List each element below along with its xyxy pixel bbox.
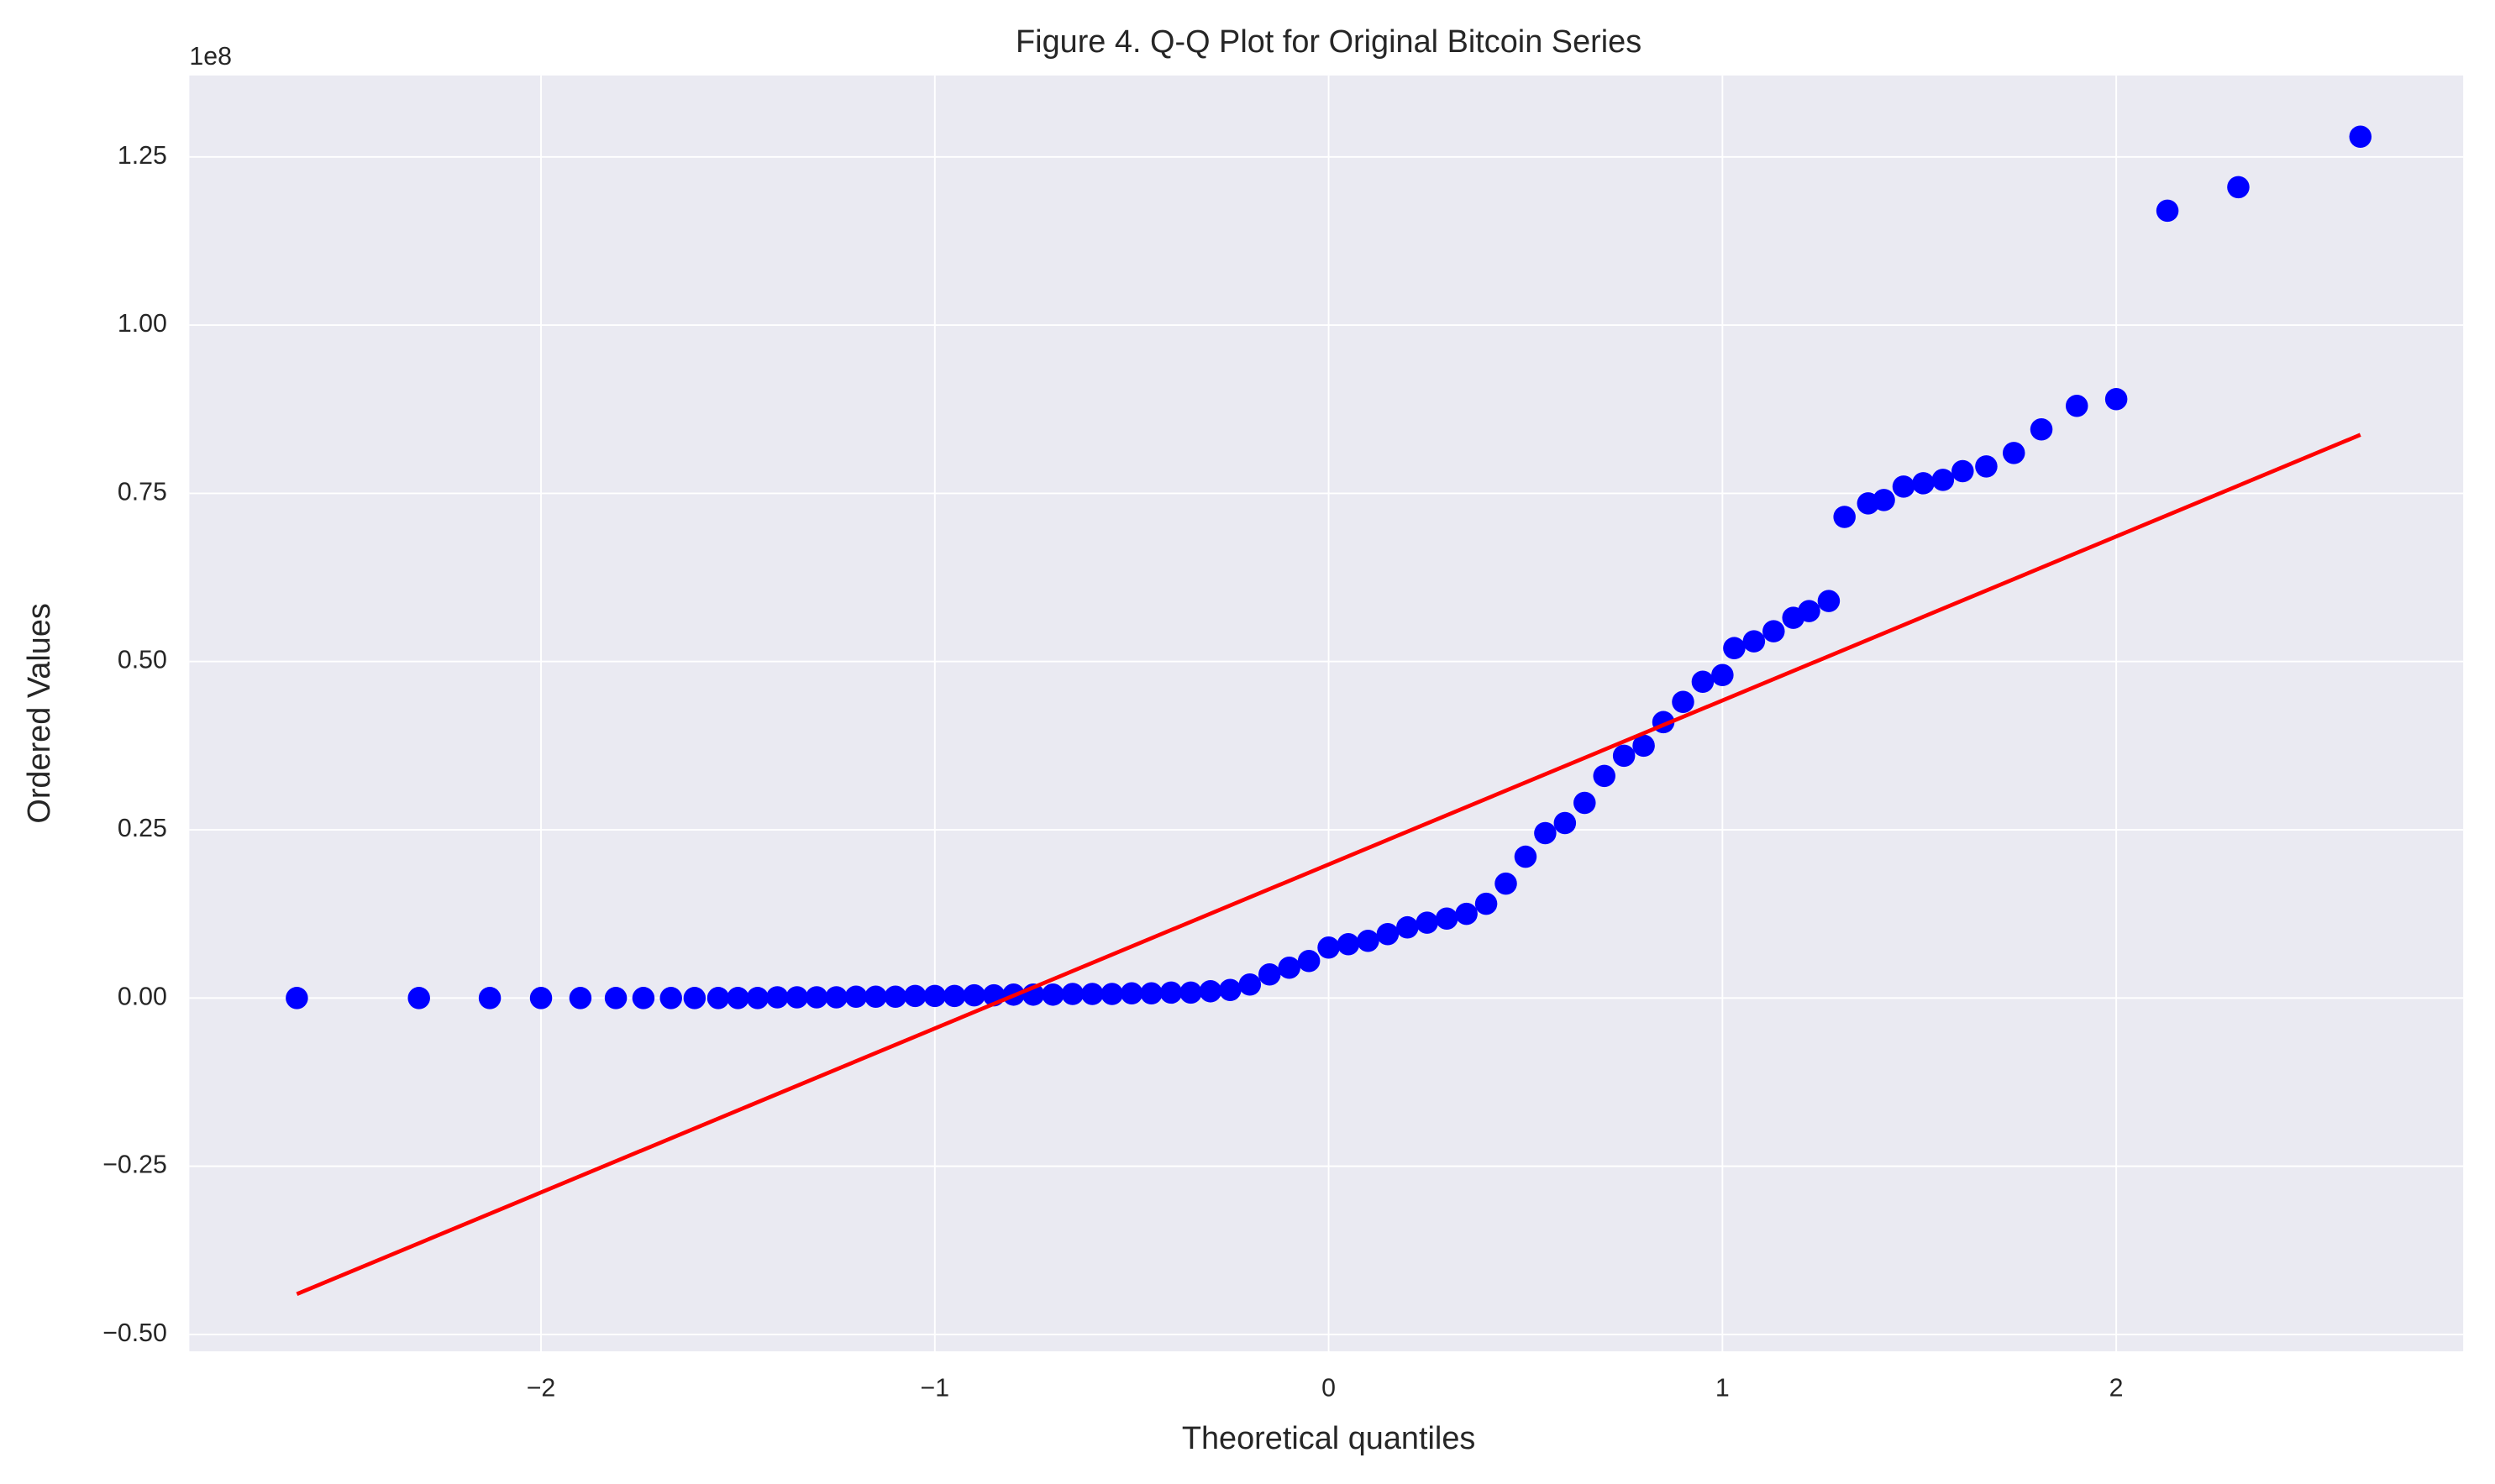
y-tick-label: 0.75 <box>118 478 167 506</box>
point <box>407 987 430 1009</box>
x-tick-label: −2 <box>527 1374 556 1402</box>
point <box>1042 983 1064 1006</box>
point <box>746 987 770 1009</box>
point <box>1140 982 1163 1004</box>
point <box>1573 791 1596 815</box>
point <box>963 983 985 1007</box>
point <box>766 986 789 1009</box>
point <box>1612 744 1636 768</box>
y-tick-label: 1.25 <box>118 142 167 170</box>
point <box>1435 907 1458 931</box>
point <box>1278 957 1300 979</box>
y-tick-label: 0.25 <box>118 815 167 842</box>
point <box>1762 620 1785 642</box>
point <box>1120 982 1143 1004</box>
point <box>2156 199 2179 223</box>
x-tick-label: −1 <box>921 1374 950 1402</box>
point <box>1219 978 1242 1001</box>
point <box>1199 980 1222 1003</box>
point <box>2002 442 2025 464</box>
point <box>727 987 749 1009</box>
point <box>1081 983 1104 1005</box>
point <box>2227 176 2250 199</box>
fit-line <box>296 433 2361 1297</box>
point <box>478 987 502 1009</box>
point <box>1691 670 1715 694</box>
point <box>1179 981 1202 1004</box>
chart-title: Figure 4. Q-Q Plot for Original Bitcoin … <box>1016 24 1641 60</box>
x-tick-label: 2 <box>2109 1374 2124 1402</box>
point <box>1474 892 1498 915</box>
point <box>1455 902 1478 926</box>
point <box>1534 821 1557 845</box>
y-tick-label: 1.00 <box>118 310 167 338</box>
point <box>785 986 808 1009</box>
point <box>1833 506 1856 528</box>
point <box>706 987 730 1009</box>
point <box>1494 872 1517 895</box>
point <box>1632 734 1655 758</box>
point <box>2349 125 2372 149</box>
point <box>2065 394 2088 417</box>
point <box>569 987 592 1009</box>
point <box>1798 600 1820 622</box>
point <box>1357 929 1379 952</box>
point <box>529 987 553 1009</box>
point <box>904 984 927 1008</box>
point <box>1873 489 1895 511</box>
point <box>1297 949 1321 973</box>
point <box>1672 690 1694 714</box>
point <box>1723 637 1746 659</box>
point <box>1514 845 1537 868</box>
plot-area <box>189 75 2464 1351</box>
x-tick-label: 1 <box>1715 1374 1730 1402</box>
point <box>2030 418 2053 441</box>
point <box>1553 811 1577 835</box>
point <box>659 987 682 1009</box>
point <box>1159 981 1183 1004</box>
point <box>1931 469 1955 491</box>
point <box>604 987 628 1009</box>
point <box>1337 932 1360 956</box>
y-offset-label: 1e8 <box>189 43 232 71</box>
x-tick-label: 0 <box>1321 1374 1336 1402</box>
point <box>1416 911 1439 934</box>
point <box>2104 387 2128 411</box>
y-axis-label: Ordered Values <box>22 603 57 823</box>
point <box>1061 983 1085 1005</box>
point <box>1317 936 1340 959</box>
point <box>1912 472 1935 495</box>
point <box>1975 455 1998 478</box>
point <box>1100 983 1124 1005</box>
point <box>923 984 947 1008</box>
y-tick-label: −0.25 <box>102 1151 167 1179</box>
point <box>825 986 848 1009</box>
point <box>1742 630 1766 653</box>
point <box>1711 663 1734 686</box>
point <box>805 986 828 1009</box>
point <box>1951 459 1974 483</box>
point <box>884 985 907 1008</box>
point <box>1892 475 1915 498</box>
point <box>1817 590 1841 612</box>
point <box>943 984 966 1008</box>
y-tick-label: 0.00 <box>118 983 167 1010</box>
point <box>1396 915 1419 939</box>
point <box>683 987 706 1009</box>
point <box>1258 963 1281 986</box>
y-tick-label: −0.50 <box>102 1319 167 1347</box>
point <box>1238 973 1262 996</box>
point <box>1376 922 1400 946</box>
point <box>844 985 868 1008</box>
point <box>1593 764 1615 788</box>
y-tick-label: 0.50 <box>118 647 167 674</box>
point <box>632 987 655 1009</box>
point <box>286 987 308 1009</box>
x-axis-label: Theoretical quantiles <box>1182 1421 1476 1456</box>
point <box>864 985 887 1008</box>
